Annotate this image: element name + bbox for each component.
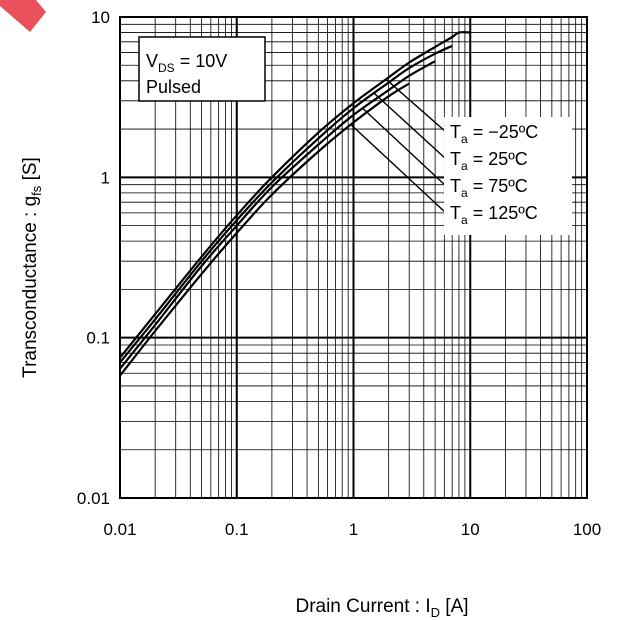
curves	[119, 31, 471, 377]
x-tick-label: 0.1	[225, 520, 249, 539]
curve-ta-minus25	[119, 31, 471, 359]
y-tick-label: 0.1	[86, 329, 110, 348]
x-tick-label: 100	[573, 520, 601, 539]
condition-box	[138, 36, 266, 102]
legend: Ta = −25ºC Ta = 25ºC Ta = 75ºC Ta = 125º…	[444, 117, 572, 235]
legend-entry-25: Ta = 25ºC	[450, 149, 528, 173]
corner-ribbon-mark	[0, 0, 46, 32]
vds-condition: VDS = 10V	[146, 51, 227, 75]
legend-leader-lines	[350, 78, 447, 214]
leader-ta-25	[373, 92, 447, 160]
curve-ta-25	[119, 44, 453, 364]
leader-ta-minus25	[385, 78, 447, 133]
y-tick-labels: 0.01 0.1 1 10	[77, 8, 110, 508]
curve-ta-125	[119, 82, 410, 377]
leader-ta-75	[362, 107, 447, 187]
legend-entry-125: Ta = 125ºC	[450, 203, 538, 227]
curve-ta-75	[119, 60, 436, 370]
y-axis-title: Transconductance : gfs [S]	[20, 157, 44, 378]
legend-entry-75: Ta = 75ºC	[450, 176, 528, 200]
y-tick-label: 0.01	[77, 489, 110, 508]
x-tick-labels: 0.01 0.1 1 10 100	[103, 520, 601, 539]
legend-entry-minus25: Ta = −25ºC	[450, 122, 538, 146]
x-axis-title: Drain Current : ID [A]	[295, 596, 468, 620]
x-tick-label: 10	[461, 520, 480, 539]
pulsed-condition: Pulsed	[146, 77, 201, 97]
y-tick-label: 1	[101, 168, 110, 187]
plot-frame	[119, 16, 588, 499]
x-tick-label: 1	[349, 520, 358, 539]
y-tick-label: 10	[91, 8, 110, 27]
leader-ta-125	[350, 124, 447, 214]
x-tick-label: 0.01	[103, 520, 136, 539]
